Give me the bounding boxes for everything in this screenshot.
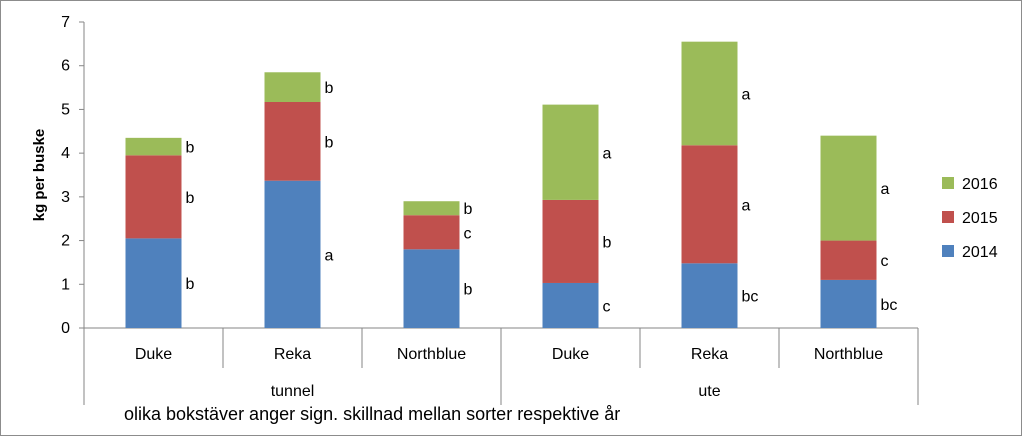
significance-letter: a [325, 247, 334, 264]
bar-segment [681, 41, 738, 146]
bar-segment [125, 155, 182, 239]
significance-letter: b [603, 234, 612, 251]
y-tick-label: 7 [61, 14, 70, 31]
category-label: Reka [691, 346, 728, 363]
bar-segment [820, 135, 877, 241]
significance-letter: b [325, 80, 334, 97]
significance-letter: b [186, 140, 195, 157]
legend-label: 2016 [962, 176, 998, 193]
significance-letter: a [881, 181, 890, 198]
legend-label: 2015 [962, 210, 998, 227]
legend-swatch [942, 245, 954, 257]
y-tick-label: 0 [61, 320, 70, 337]
bar-segment [403, 215, 460, 250]
category-label: Duke [552, 346, 589, 363]
axes: 0 1 2 3 4 5 6 7 Duke Reka Northblue Duke Reka Northbl… [61, 14, 919, 405]
significance-letter: b [186, 190, 195, 207]
legend: 2016 2015 2014 [942, 176, 998, 261]
category-label: Northblue [397, 346, 466, 363]
bar-segment [264, 101, 321, 181]
significance-letter: c [464, 225, 472, 242]
significance-letter: a [742, 197, 751, 214]
category-label: Duke [135, 346, 172, 363]
footnote: olika bokstäver anger sign. skillnad mel… [124, 404, 620, 424]
significance-letter: c [603, 298, 611, 315]
significance-letter: c [881, 253, 889, 270]
significance-letter: bc [742, 289, 759, 306]
y-tick-label: 1 [61, 276, 70, 293]
bar-segment [681, 263, 738, 328]
legend-swatch [942, 211, 954, 223]
legend-label: 2014 [962, 244, 998, 261]
bar-segment [403, 249, 460, 328]
category-label: Reka [274, 346, 311, 363]
y-axis-label: kg per buske [31, 129, 48, 222]
bar-segment [820, 279, 877, 328]
group-label: ute [698, 383, 720, 400]
legend-swatch [942, 177, 954, 189]
group-label: tunnel [271, 383, 315, 400]
significance-letter: a [742, 86, 751, 103]
bar-segment [125, 137, 182, 156]
y-tick-label: 3 [61, 189, 70, 206]
y-tick-label: 4 [61, 145, 70, 162]
bars [125, 41, 877, 328]
bar-segment [403, 201, 460, 216]
bar-segment [125, 238, 182, 328]
significance-letter: b [186, 276, 195, 293]
significance-letter: bc [881, 297, 898, 314]
bar-segment [820, 240, 877, 280]
bar-segment [681, 145, 738, 264]
significance-letter: b [325, 134, 334, 151]
bar-segment [542, 199, 599, 283]
bar-segment [264, 180, 321, 328]
significance-letter: b [464, 201, 473, 218]
significance-letter: b [464, 282, 473, 299]
y-tick-label: 5 [61, 101, 70, 118]
bar-segment [542, 282, 599, 328]
significance-letter: a [603, 145, 612, 162]
y-tick-label: 6 [61, 58, 70, 75]
bar-segment [542, 104, 599, 200]
category-label: Northblue [814, 346, 883, 363]
y-tick-label: 2 [61, 233, 70, 250]
bar-segment [264, 72, 321, 102]
